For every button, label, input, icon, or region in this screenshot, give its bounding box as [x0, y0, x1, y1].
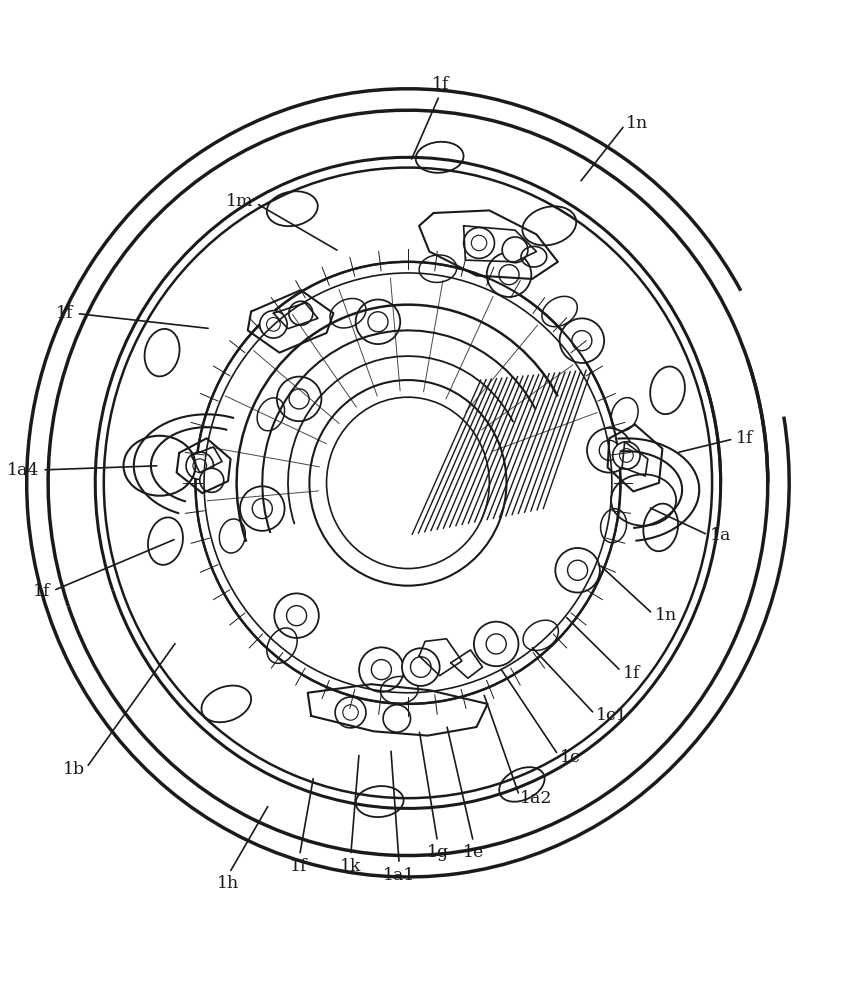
Text: 1a1: 1a1 [383, 867, 415, 884]
Text: 1e: 1e [463, 844, 485, 861]
Circle shape [502, 237, 528, 263]
Circle shape [472, 235, 486, 251]
Text: 1a4: 1a4 [7, 462, 40, 479]
Circle shape [289, 301, 313, 325]
Circle shape [499, 265, 519, 285]
Text: 1n: 1n [627, 115, 649, 132]
Circle shape [336, 697, 366, 728]
Text: 1c: 1c [559, 749, 580, 766]
Text: 1a2: 1a2 [520, 790, 552, 807]
Circle shape [555, 548, 600, 593]
Circle shape [410, 657, 431, 677]
Circle shape [368, 312, 388, 332]
Circle shape [402, 648, 440, 686]
Circle shape [355, 300, 401, 344]
Circle shape [260, 311, 287, 338]
Circle shape [266, 318, 280, 331]
Text: 1k: 1k [340, 858, 362, 875]
Circle shape [559, 318, 604, 363]
Text: 1b: 1b [62, 761, 85, 778]
Circle shape [186, 452, 213, 479]
Text: 1f: 1f [736, 430, 753, 447]
Circle shape [568, 560, 588, 580]
Circle shape [474, 622, 518, 666]
Circle shape [587, 428, 631, 473]
Text: 1f: 1f [432, 76, 449, 93]
Circle shape [620, 449, 633, 462]
Circle shape [286, 606, 307, 626]
Circle shape [277, 377, 322, 421]
Circle shape [289, 389, 310, 409]
Circle shape [252, 499, 272, 519]
Text: 1n: 1n [655, 607, 677, 624]
Circle shape [359, 647, 404, 692]
Circle shape [199, 468, 224, 492]
Text: 1f: 1f [56, 305, 74, 322]
Circle shape [486, 634, 506, 654]
Circle shape [572, 331, 592, 351]
Text: 1f: 1f [33, 583, 50, 600]
Circle shape [342, 705, 358, 720]
Text: 1h: 1h [217, 875, 239, 892]
Circle shape [599, 440, 619, 460]
Circle shape [613, 442, 640, 469]
Circle shape [240, 486, 284, 531]
Text: 1f: 1f [290, 858, 308, 875]
Circle shape [192, 459, 206, 473]
Text: 1g: 1g [427, 844, 449, 861]
Text: 1c1: 1c1 [596, 707, 629, 724]
Text: 1a: 1a [710, 527, 732, 544]
Text: 1m: 1m [226, 193, 254, 210]
Text: 1f: 1f [623, 665, 641, 682]
Circle shape [486, 252, 531, 297]
Circle shape [464, 228, 494, 258]
Circle shape [274, 593, 319, 638]
Circle shape [383, 705, 410, 732]
Circle shape [371, 660, 391, 680]
